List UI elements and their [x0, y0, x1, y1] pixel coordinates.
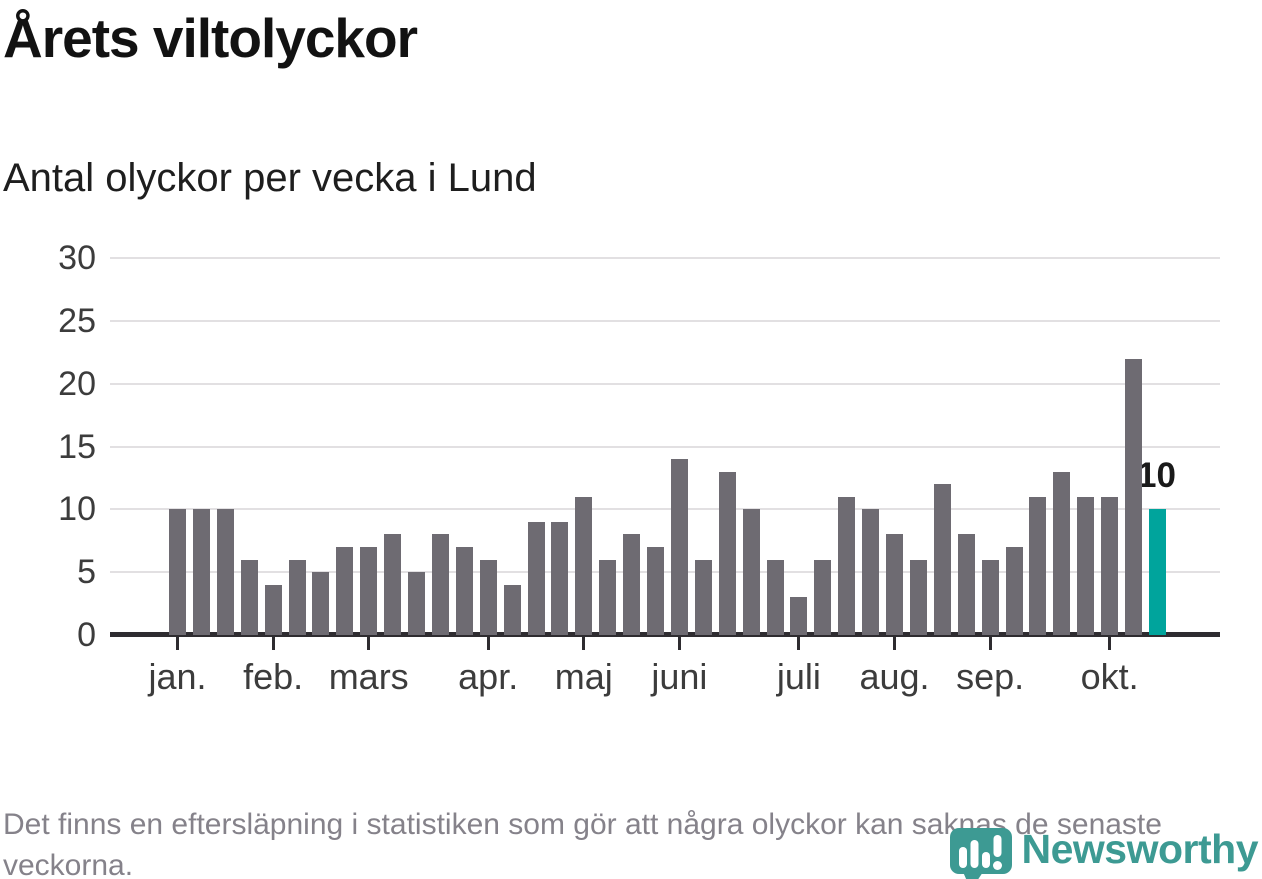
bar-week-34 — [957, 534, 975, 635]
newsworthy-wordmark: Newsworthy — [1021, 826, 1259, 872]
y-axis-label-10: 10 — [58, 490, 96, 529]
bar-week-3 — [216, 509, 234, 635]
y-axis-label-0: 0 — [77, 616, 96, 654]
bar-week-16 — [527, 521, 545, 635]
bar-week-6 — [288, 559, 306, 635]
bar-week-17 — [551, 521, 569, 635]
x-axis-label-jan: jan. — [148, 656, 207, 697]
bar-week-42 — [1148, 509, 1166, 635]
bar-week-1 — [169, 509, 186, 635]
bar-week-15 — [503, 584, 521, 635]
bar-week-19 — [599, 559, 617, 635]
bar-week-2 — [192, 509, 210, 635]
x-axis-tick-feb — [271, 637, 275, 650]
latest-value-label: 10 — [1137, 456, 1176, 495]
bar-week-11 — [408, 572, 425, 635]
y-axis-label-25: 25 — [58, 301, 96, 340]
x-axis-label-mars: mars — [328, 656, 409, 697]
bar-week-12 — [431, 534, 449, 635]
gridline-y-10 — [110, 508, 1220, 511]
x-axis-tick-jan — [176, 637, 179, 650]
bar-week-38 — [1053, 471, 1071, 635]
bar-week-27 — [790, 597, 808, 635]
x-axis-label-okt: okt. — [1080, 656, 1139, 697]
x-axis-tick-sep — [988, 637, 992, 650]
x-axis-tick-okt — [1108, 637, 1112, 650]
bar-week-33 — [933, 484, 951, 635]
gridline-y-25 — [110, 319, 1220, 322]
x-axis-label-maj: maj — [554, 656, 613, 697]
gridline-y-15 — [110, 445, 1220, 448]
bar-week-10 — [384, 534, 402, 635]
x-axis-label-juni: juni — [651, 656, 708, 697]
bar-week-22 — [670, 459, 688, 635]
gridline-y-5 — [110, 571, 1220, 574]
bar-week-36 — [1005, 547, 1023, 635]
bar-week-13 — [455, 547, 473, 635]
x-axis-tick-mars — [367, 637, 371, 650]
bar-week-5 — [264, 584, 282, 635]
bar-week-35 — [981, 559, 999, 635]
bar-week-14 — [479, 559, 497, 635]
x-axis-label-sep: sep. — [956, 656, 1025, 697]
y-axis-label-5: 5 — [77, 553, 96, 592]
bar-week-8 — [336, 547, 354, 635]
x-axis-tick-maj — [582, 637, 586, 650]
bar-week-41 — [1125, 358, 1142, 635]
chart-subtitle: Antal olyckor per vecka i Lund — [3, 156, 537, 200]
x-axis-label-aug: aug. — [859, 656, 930, 697]
x-axis-tick-juni — [677, 637, 681, 650]
bar-week-7 — [312, 572, 330, 635]
gridline-y-20 — [110, 382, 1220, 385]
chart-title: Årets viltolyckor — [3, 7, 418, 69]
x-axis-tick-juli — [797, 637, 801, 650]
bar-week-23 — [694, 559, 712, 635]
bar-week-21 — [647, 547, 664, 635]
bar-week-39 — [1077, 496, 1095, 635]
newsworthy-logo: Newsworthy — [949, 826, 1259, 879]
bar-week-4 — [240, 559, 258, 635]
y-axis-label-20: 20 — [58, 364, 96, 403]
x-axis-tick-apr — [486, 637, 490, 650]
bar-week-40 — [1101, 496, 1119, 635]
bar-week-24 — [718, 471, 736, 635]
gridline-y-30 — [110, 257, 1220, 259]
newsworthy-icon — [949, 828, 1012, 879]
x-axis-line — [110, 632, 1220, 637]
bar-week-30 — [862, 509, 880, 635]
bar-week-31 — [886, 534, 903, 635]
y-axis-label-30: 30 — [58, 239, 96, 277]
bar-week-32 — [909, 559, 927, 635]
y-axis-label-15: 15 — [58, 427, 96, 466]
bar-week-37 — [1029, 496, 1047, 635]
x-axis-label-juli: juli — [776, 656, 821, 697]
bar-week-9 — [360, 547, 378, 635]
bar-week-25 — [742, 509, 760, 635]
x-axis-label-feb: feb. — [243, 656, 304, 697]
bar-week-26 — [766, 559, 784, 635]
x-axis-tick-aug — [893, 637, 896, 650]
x-axis-label-apr: apr. — [458, 656, 519, 697]
bar-week-20 — [623, 534, 641, 635]
bar-week-28 — [814, 559, 832, 635]
bar-week-29 — [838, 496, 856, 635]
bar-week-18 — [575, 496, 593, 635]
